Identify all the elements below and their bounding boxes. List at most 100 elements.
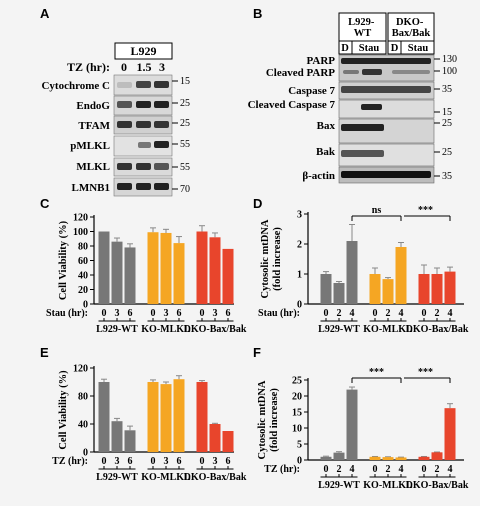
blot-label: Cleaved PARP [266,67,335,79]
lane-label: D [391,43,399,54]
y-tick-label: 20 [292,392,302,403]
bar [222,431,234,452]
mw-marker: 25 [180,98,190,109]
y-tick-label: 60 [78,256,88,267]
bar [147,382,159,452]
group-label: KO-MLKL [363,324,413,335]
panel-letter-f: F [253,345,261,360]
bar [431,274,443,304]
y-axis-label: Cell Viability (%) [58,220,69,300]
significance-label: *** [369,367,384,378]
bar [444,271,456,304]
y-tick-label: 20 [78,285,88,296]
bar [173,379,185,452]
mw-marker: 55 [180,162,190,173]
y-tick-label: 120 [73,213,88,224]
blot-band [117,121,132,128]
panel-a: A L929 TZ (hr): 0 1.5 3 Cytochrome C 15 … [40,6,190,197]
lane-label: 1.5 [137,60,152,74]
y-tick-label: 5 [297,440,302,451]
y-axis-label: Cell Viability (%) [58,370,69,450]
bar [160,384,172,452]
group-label: KO-MLKL [141,324,191,335]
group-label: DKO-Bax/Bak [406,480,469,491]
western-blot [338,99,435,119]
significance-label: *** [418,367,433,378]
bar [346,241,358,304]
group-label: DKO-Bax/Bak [406,324,469,335]
panel-b: B L929- WT DKO- Bax/Bak D Stau D Stau PA… [248,6,457,184]
x-tick-label: 6 [128,456,133,467]
blot-label: pMLKL [70,140,110,152]
group-label: DKO-Bax/Bak [184,324,247,335]
blot-band [341,171,431,178]
blot-band [341,124,384,131]
bar [196,382,208,452]
bar [369,456,381,460]
bar [346,389,358,460]
group-label: DKO-Bax/Bak [184,472,247,483]
y-tick-label: 100 [73,227,88,238]
blot-band [341,150,384,157]
x-tick-label: 4 [448,308,453,319]
blot-label: TFAM [78,120,110,132]
y-tick-label: 10 [292,424,302,435]
group-label: DKO- Bax/Bak [392,17,431,39]
lane-label: Stau [408,43,429,54]
x-tick-label: 2 [386,308,391,319]
x-tick-label: 0 [200,308,205,319]
blot-band [341,86,431,93]
bar [333,452,345,460]
x-tick-label: 6 [226,308,231,319]
blot-label: PARP [306,55,335,67]
y-tick-label: 40 [78,271,88,282]
x-tick-label: 3 [164,456,169,467]
y-tick-label: 0 [83,448,88,459]
y-axis-label: Cytosolic mtDNA(fold increase) [260,219,283,298]
western-blot [338,143,435,167]
lane-box [338,40,387,55]
bar [124,430,136,452]
panel-letter-e: E [40,345,49,360]
mw-marker: 130 [442,54,457,65]
x-tick-label: 6 [177,456,182,467]
y-tick-label: 2 [297,240,302,251]
bar [222,248,234,304]
x-tick-label: 2 [337,308,342,319]
x-tick-label: 3 [213,456,218,467]
x-tick-label: 4 [399,464,404,475]
mw-marker: 70 [180,184,190,195]
blot-label: Caspase 7 [288,85,335,97]
y-tick-label: 40 [78,420,88,431]
panel-letter-d: D [253,196,262,211]
lane-label: Stau [359,43,380,54]
x-tick-label: 0 [373,464,378,475]
x-tick-label: 4 [399,308,404,319]
significance-label: *** [418,205,433,216]
blot-band [361,104,382,110]
x-tick-label: 3 [115,308,120,319]
x-tick-label: 0 [324,308,329,319]
bar [431,452,443,460]
lane-box [387,40,435,55]
bar [111,421,123,452]
bar [320,456,332,460]
bar [173,243,185,304]
group-label: L929-WT [96,472,138,483]
significance-label: ns [372,205,382,216]
x-tick-label: 0 [200,456,205,467]
blot-band [341,58,431,64]
group-label-line: L929- [348,17,375,28]
bar [160,232,172,304]
x-axis-label: Stau (hr): [258,308,300,319]
y-tick-label: 80 [78,392,88,403]
bar [382,279,394,304]
cell-line-box [114,42,173,60]
blot-band [138,142,151,148]
y-tick-label: 80 [78,242,88,253]
x-tick-label: 2 [337,464,342,475]
blot-label: β-actin [302,170,335,182]
bar [209,237,221,304]
